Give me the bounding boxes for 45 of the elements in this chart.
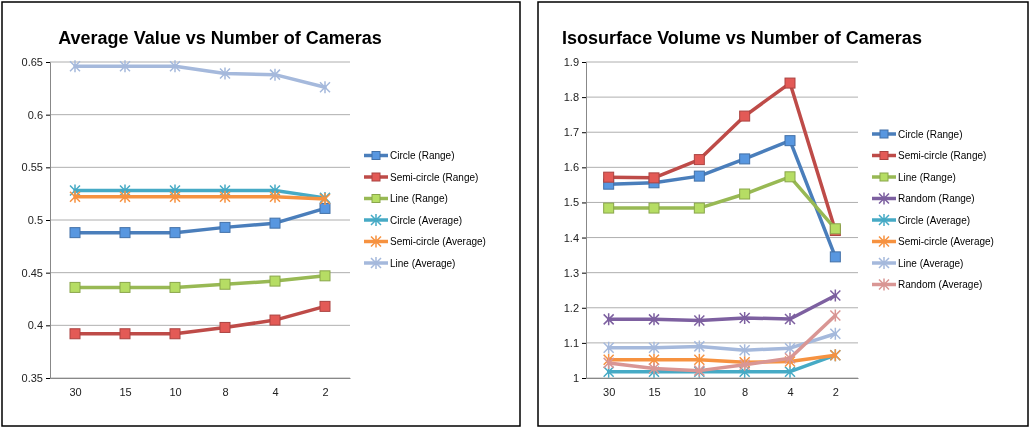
x-tick-label: 8	[222, 386, 229, 399]
legend-label: Random (Range)	[898, 193, 975, 204]
legend-label: Line (Average)	[390, 257, 456, 269]
legend-label: Circle (Average)	[898, 214, 971, 226]
y-tick-label: 1.3	[563, 266, 579, 279]
chart-title: Average Value vs Number of Cameras	[58, 28, 382, 48]
y-tick-label: 1.7	[563, 126, 579, 139]
y-tick-label: 0.35	[21, 372, 43, 385]
x-tick-label: 10	[693, 386, 706, 399]
legend-label: Semi-circle (Average)	[898, 236, 994, 247]
legend-label: Line (Range)	[898, 171, 956, 183]
legend-label: Semi-circle (Range)	[390, 171, 479, 183]
legend-label: Line (Range)	[390, 193, 448, 204]
y-tick-label: 1.9	[563, 56, 579, 69]
y-tick-label: 0.45	[21, 266, 43, 279]
x-tick-label: 2	[322, 386, 329, 399]
legend-label: Semi-circle (Average)	[390, 236, 486, 247]
legend-label: Semi-circle (Range)	[898, 150, 987, 161]
x-tick-label: 4	[272, 386, 279, 399]
x-tick-label: 30	[69, 386, 82, 399]
x-tick-label: 10	[169, 386, 182, 399]
x-tick-label: 8	[742, 386, 749, 399]
y-tick-label: 1	[572, 372, 579, 385]
x-tick-label: 30	[603, 386, 616, 399]
legend-label: Random (Average)	[898, 279, 983, 290]
y-tick-label: 0.4	[27, 319, 43, 332]
y-tick-label: 1.2	[563, 301, 579, 314]
chart-title: Isosurface Volume vs Number of Cameras	[562, 28, 922, 48]
legend-label: Circle (Range)	[390, 150, 455, 161]
y-tick-label: 0.5	[27, 214, 43, 227]
y-tick-label: 1.8	[563, 91, 579, 104]
y-tick-label: 0.6	[27, 108, 43, 121]
legend-label: Circle (Range)	[898, 128, 963, 140]
y-tick-label: 0.55	[21, 161, 43, 174]
y-tick-label: 0.65	[21, 56, 43, 69]
x-tick-label: 4	[787, 386, 794, 399]
y-tick-label: 1.4	[563, 231, 579, 244]
y-tick-label: 1.5	[563, 196, 579, 209]
legend-label: Line (Average)	[898, 257, 964, 269]
y-tick-label: 1.1	[563, 336, 579, 349]
x-tick-label: 15	[119, 386, 132, 399]
x-tick-label: 15	[648, 386, 661, 399]
legend-label: Circle (Average)	[390, 214, 463, 226]
y-tick-label: 1.6	[563, 161, 579, 174]
x-tick-label: 2	[832, 386, 839, 399]
